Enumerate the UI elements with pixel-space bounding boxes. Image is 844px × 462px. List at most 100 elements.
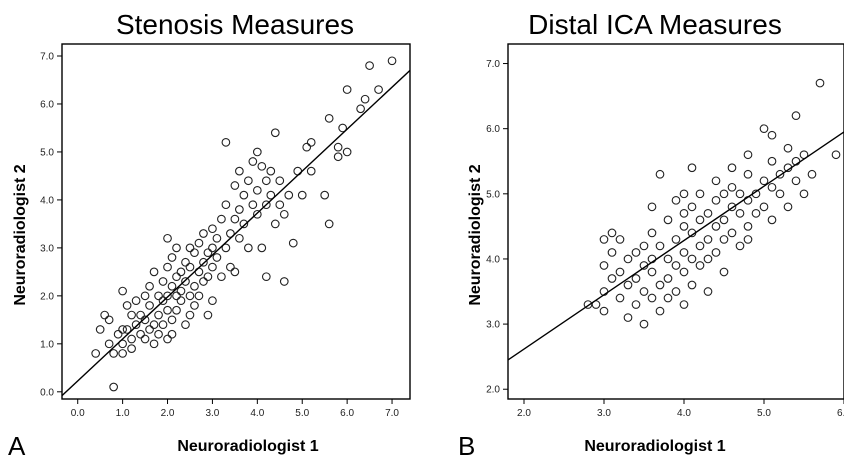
data-point [194,291,204,301]
data-point [95,325,105,334]
points-layer [583,78,841,329]
data-point [719,267,729,277]
x-tick-label: 5.0 [295,408,309,419]
chart-title: Distal ICA Measures [528,9,782,40]
data-point [623,280,633,290]
data-point [212,253,222,262]
data-point [91,349,101,358]
data-point [647,267,657,277]
x-axis-label: Neuroradiologist 1 [177,438,318,455]
x-axis-label: Neuroradiologist 1 [584,438,725,455]
data-point [807,169,817,179]
data-point [687,254,697,264]
data-point [671,261,681,270]
data-point [270,128,280,138]
data-point [671,287,681,296]
y-tick-label: 4.0 [40,195,54,206]
data-point [248,200,258,210]
data-point [172,243,181,253]
data-point [360,94,370,104]
fit-line [62,69,410,397]
data-point [172,305,181,315]
data-point [775,189,785,199]
data-point [190,281,199,291]
y-tick-label: 6.0 [486,124,500,135]
data-point [783,143,793,153]
data-point [695,261,705,270]
data-point [679,222,689,231]
data-point [221,200,231,210]
x-tick-label: 6.0 [837,408,844,419]
data-point [154,291,163,301]
data-point [743,235,753,244]
data-point [679,300,689,309]
data-point [599,306,609,316]
data-point [172,291,181,301]
data-point [158,277,168,286]
x-tick-label: 1.0 [116,408,130,419]
data-point [154,329,163,339]
data-point [735,241,745,251]
data-point [783,202,793,212]
data-point [279,277,289,286]
data-point [176,286,186,296]
data-point [743,150,753,160]
data-point [203,272,213,282]
data-point [163,334,172,344]
data-point [163,233,172,243]
panel-letter: A [8,431,26,461]
data-point [735,189,745,199]
data-point [767,215,777,225]
data-point [203,248,213,258]
data-point [181,320,190,329]
data-point [365,61,374,70]
data-point [257,161,267,171]
data-point [695,189,705,199]
data-point [252,185,262,195]
y-tick-label: 2.0 [40,291,54,302]
data-point [663,293,673,303]
y-tick-label: 0.0 [40,387,54,398]
data-point [127,344,136,353]
data-point [145,301,154,310]
data-point [145,281,154,291]
data-point [140,291,150,301]
panel-letter: B [458,431,475,461]
data-point [199,257,208,267]
data-point [118,339,127,349]
data-point [615,235,625,244]
y-tick-label: 2.0 [486,385,500,396]
y-tick-label: 7.0 [40,51,54,62]
data-point [176,296,186,306]
data-point [208,243,217,253]
data-point [149,320,159,329]
data-point [176,267,186,277]
data-point [270,219,280,229]
data-point [199,229,208,238]
data-point [671,235,681,244]
data-point [190,301,199,310]
data-point [703,209,713,218]
data-point [226,262,235,272]
data-point [140,334,150,344]
fit-line [508,131,844,361]
data-point [615,293,625,303]
x-tick-label: 2.0 [161,408,175,419]
y-tick-label: 4.0 [486,254,500,265]
data-point [751,209,761,218]
data-point [791,176,801,186]
data-point [342,85,352,94]
data-point [759,202,769,212]
data-point [145,325,154,334]
data-point [167,253,177,262]
data-point [324,219,334,229]
data-point [217,272,226,282]
plot-frame [507,43,844,400]
data-point [163,262,172,272]
data-point [131,320,141,329]
data-point [599,235,609,244]
y-tick-label: 5.0 [40,147,54,158]
data-point [727,182,737,192]
data-point [711,195,721,205]
